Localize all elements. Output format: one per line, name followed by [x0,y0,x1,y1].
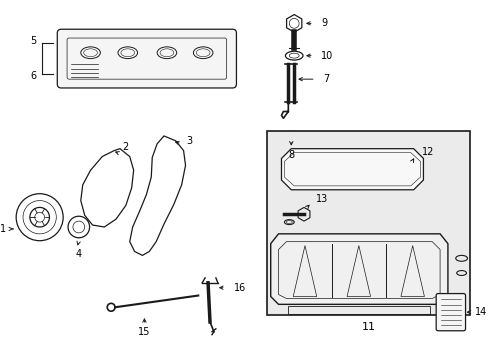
Text: 12: 12 [421,147,433,157]
Text: 10: 10 [320,51,332,61]
Bar [288,306,429,314]
Text: 5: 5 [31,36,37,46]
Text: 7: 7 [323,74,329,84]
Text: 4: 4 [76,249,81,260]
Text: 2: 2 [122,142,129,152]
Text: 15: 15 [138,327,150,337]
Text: 3: 3 [186,136,192,146]
Text: 16: 16 [233,283,245,293]
FancyBboxPatch shape [435,293,465,331]
Text: 11: 11 [361,322,375,332]
Text: 9: 9 [321,18,327,28]
Text: 14: 14 [474,307,487,317]
FancyBboxPatch shape [57,29,236,88]
Text: 1: 1 [0,224,6,234]
Text: 13: 13 [315,194,327,204]
Polygon shape [281,149,423,190]
Text: 8: 8 [287,149,294,159]
Text: 6: 6 [31,71,37,81]
Bar [266,131,469,315]
Polygon shape [270,234,447,304]
